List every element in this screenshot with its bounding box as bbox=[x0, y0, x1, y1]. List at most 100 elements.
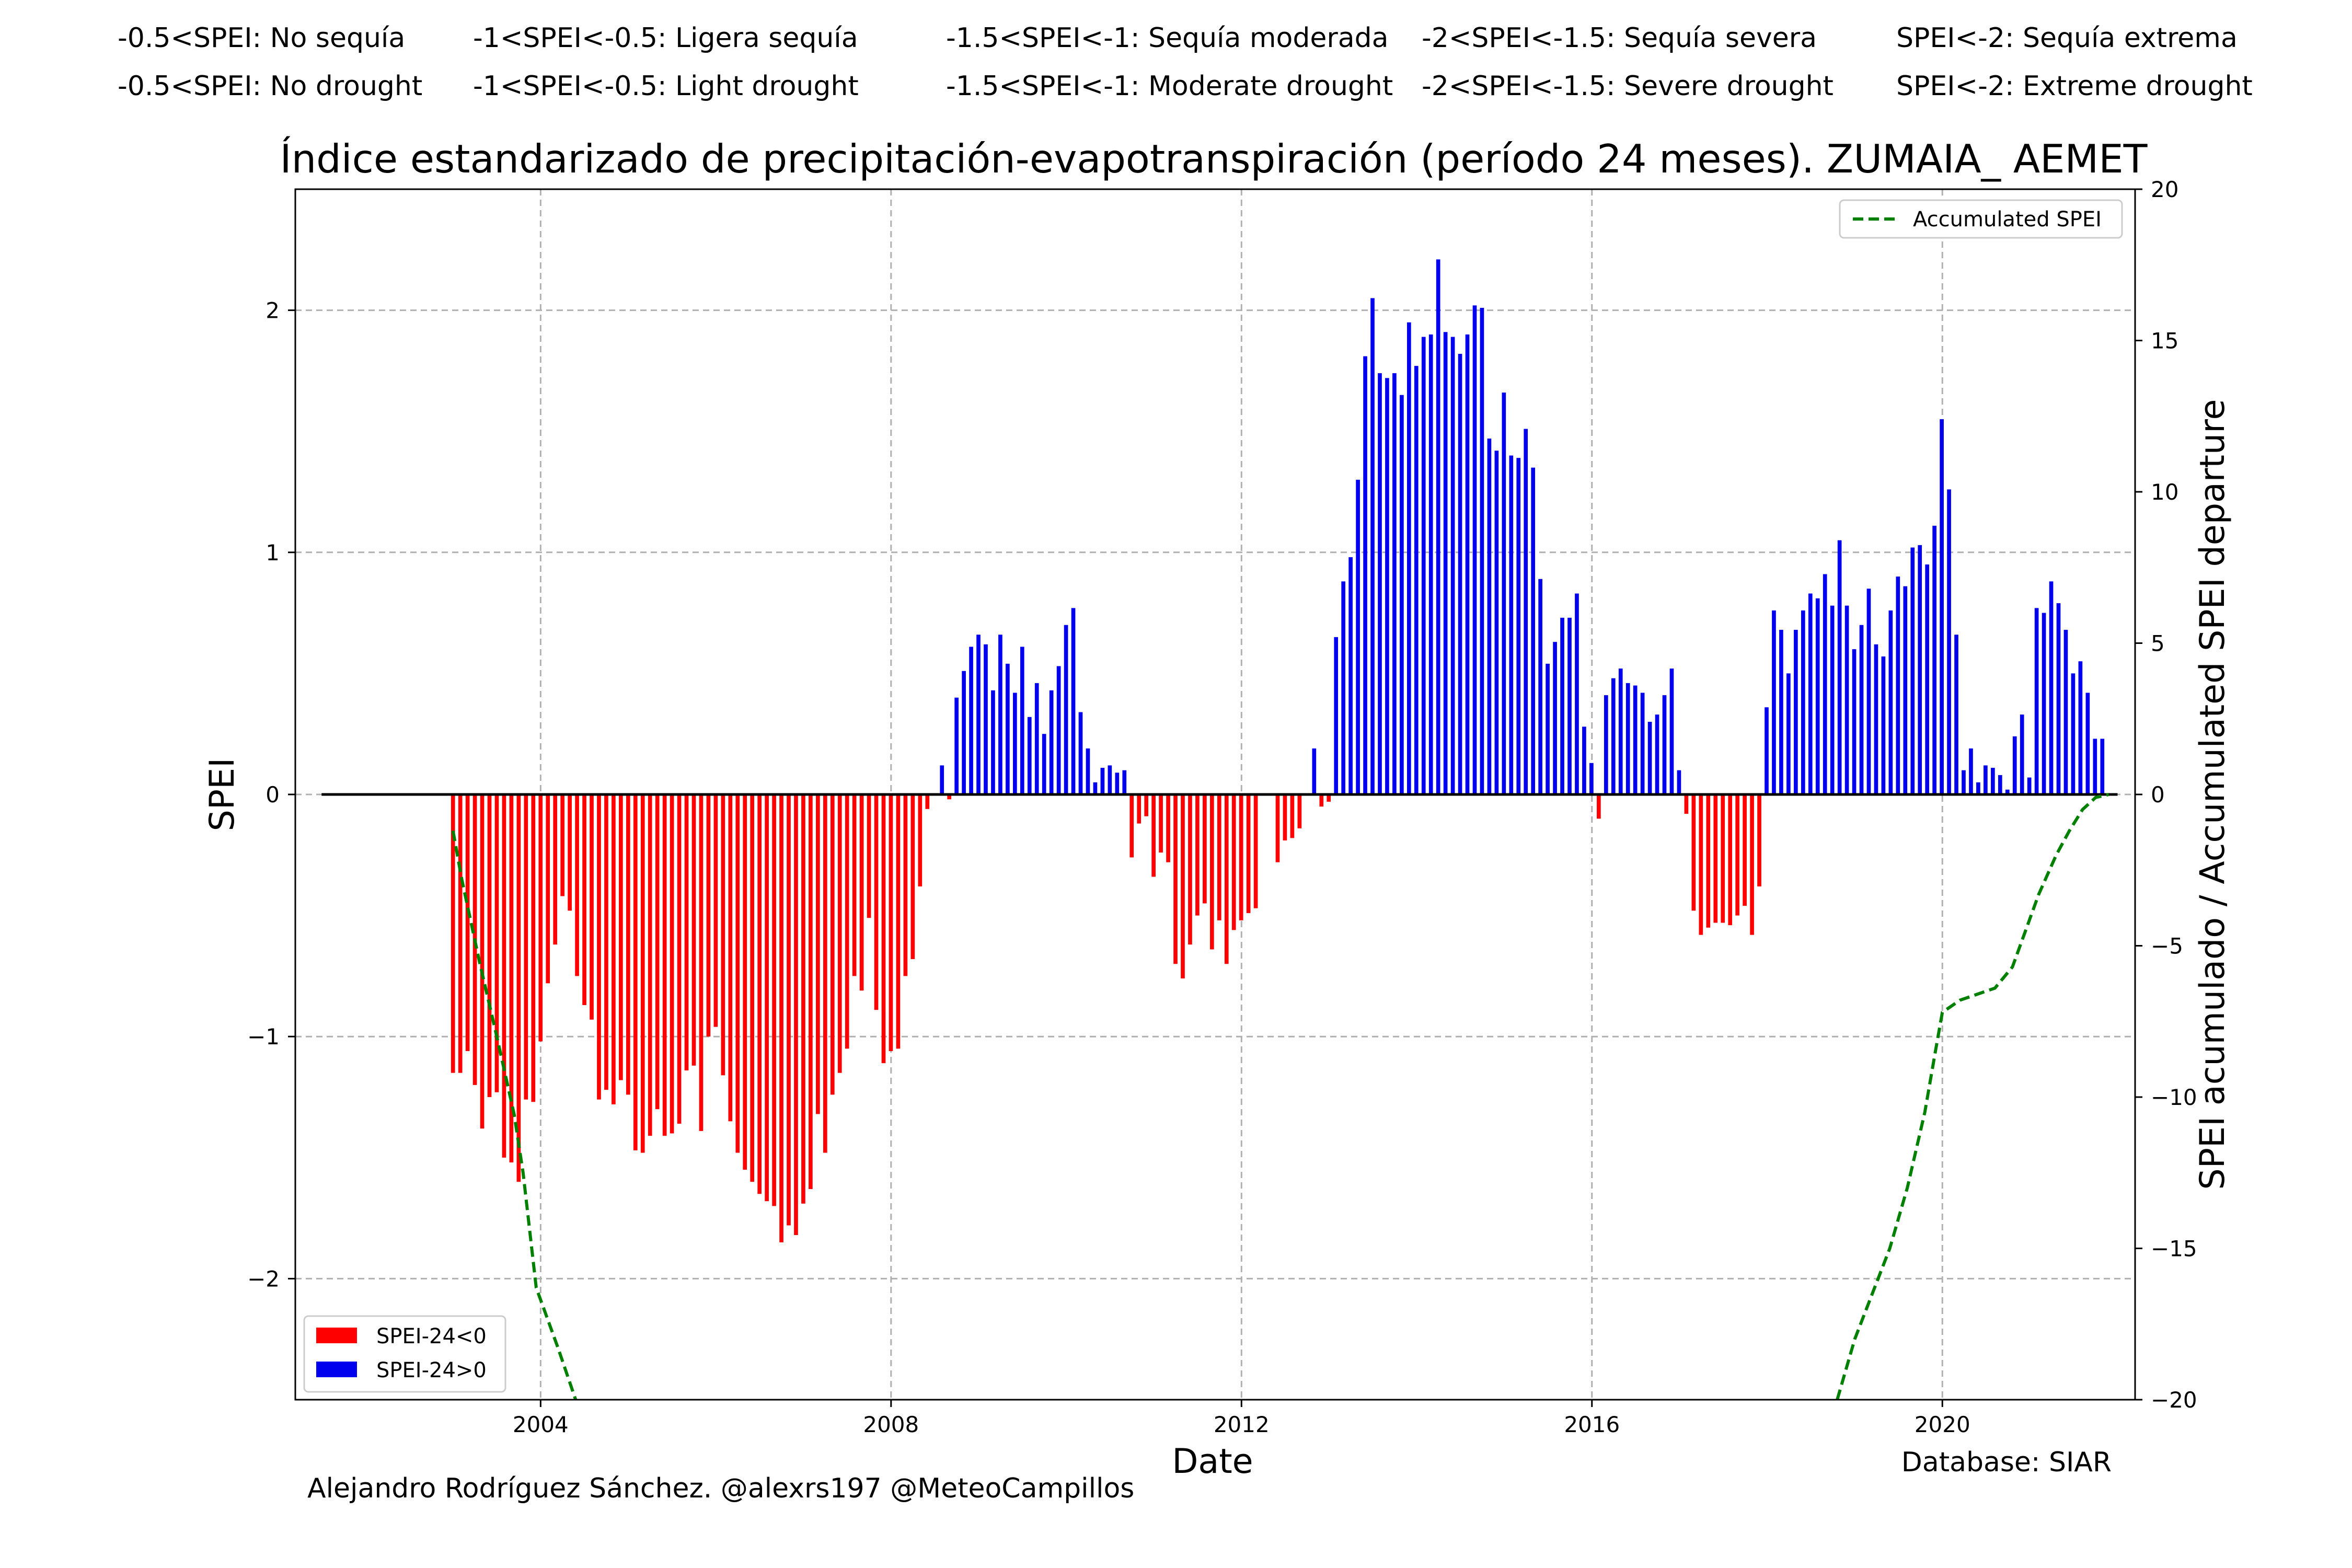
spei-bar bbox=[1509, 455, 1514, 794]
spei-bar bbox=[837, 794, 842, 1073]
spei-bar bbox=[1808, 593, 1813, 794]
spei-bar bbox=[2071, 673, 2076, 794]
y2-tick-label: 20 bbox=[2151, 177, 2178, 202]
spei-bar bbox=[1589, 763, 1594, 794]
spei-bar bbox=[794, 794, 798, 1236]
scale-en-4: SPEI<-2: Extreme drought bbox=[1896, 71, 2253, 102]
spei-bar bbox=[801, 794, 805, 1204]
spei-bar bbox=[706, 794, 711, 1037]
spei-bar bbox=[1297, 794, 1302, 828]
spei-bar bbox=[1203, 794, 1207, 904]
spei-bar bbox=[991, 690, 995, 794]
bars bbox=[451, 259, 2105, 1242]
spei-bar bbox=[451, 794, 455, 1073]
spei-bar bbox=[640, 794, 645, 1153]
scale-en-0: -0.5<SPEI: No drought bbox=[118, 71, 422, 102]
spei-bar bbox=[896, 794, 901, 1049]
spei-bar bbox=[984, 644, 988, 794]
spei-bar bbox=[1166, 794, 1170, 862]
x-axis: 2004 2008 2012 2016 2020 bbox=[513, 1400, 1970, 1437]
spei-bar bbox=[582, 794, 586, 1005]
spei-bar bbox=[1655, 714, 1659, 794]
spei-bar bbox=[1253, 794, 1258, 908]
spei-bar bbox=[809, 794, 813, 1190]
spei-bar bbox=[1414, 366, 1419, 794]
spei-bar bbox=[546, 794, 550, 984]
chart-title: Índice estandarizado de precipitación-ev… bbox=[280, 136, 2148, 182]
spei-bar bbox=[1677, 770, 1681, 794]
legend-positive-label: SPEI-24>0 bbox=[376, 1358, 487, 1382]
spei-bar bbox=[976, 635, 981, 794]
spei-bar bbox=[1246, 794, 1251, 913]
spei-bar bbox=[1699, 794, 1703, 935]
spei-bar bbox=[1231, 794, 1236, 930]
spei-bar bbox=[2078, 661, 2083, 794]
spei-bar bbox=[1006, 663, 1010, 794]
spei-bar bbox=[1896, 577, 1900, 794]
y-tick-label: −2 bbox=[247, 1266, 280, 1292]
spei-bar bbox=[509, 794, 514, 1163]
spei-bar bbox=[1691, 794, 1696, 911]
spei-bar bbox=[560, 794, 564, 896]
spei-bar bbox=[670, 794, 674, 1134]
spei-bar bbox=[1713, 794, 1718, 923]
spei-bar bbox=[1837, 540, 1842, 794]
spei-bar bbox=[1969, 748, 1973, 794]
spei-bar bbox=[1012, 693, 1017, 794]
spei-bar bbox=[480, 794, 485, 1129]
y-axis-left: −2 −1 0 1 2 bbox=[247, 298, 295, 1292]
spei-bar bbox=[1874, 644, 1878, 794]
spei-bar bbox=[2020, 714, 2024, 794]
spei-bar bbox=[1144, 794, 1149, 816]
spei-bar bbox=[612, 794, 616, 1104]
scale-es-3: -2<SPEI<-1.5: Sequía severa bbox=[1422, 22, 1817, 54]
spei-bar bbox=[662, 794, 667, 1136]
spei-bar bbox=[1428, 334, 1433, 794]
spei-bar bbox=[699, 794, 704, 1131]
spei-bar bbox=[538, 794, 543, 1042]
spei-bar bbox=[1239, 794, 1243, 920]
x-tick-label: 2012 bbox=[1214, 1412, 1270, 1437]
accumulated-segment-0 bbox=[451, 830, 578, 1400]
spei-bar bbox=[1181, 794, 1185, 979]
spei-bar bbox=[1348, 557, 1353, 794]
spei-bar bbox=[1209, 794, 1214, 950]
spei-bar bbox=[1056, 666, 1061, 794]
spei-bar bbox=[947, 794, 952, 800]
spei-bar bbox=[1159, 794, 1163, 853]
spei-bar bbox=[1385, 378, 1389, 794]
spei-bar bbox=[1064, 625, 1068, 794]
spei-bar bbox=[1472, 305, 1477, 794]
spei-bar bbox=[1363, 356, 1367, 794]
x-tick-label: 2020 bbox=[1915, 1412, 1970, 1437]
spei-bar bbox=[962, 671, 966, 794]
spei-bar bbox=[1750, 794, 1754, 935]
spei-bar bbox=[1984, 765, 1988, 794]
spei-bar bbox=[1735, 794, 1739, 916]
spei-bar bbox=[816, 794, 820, 1114]
spei-bar bbox=[1502, 393, 1506, 794]
spei-bar bbox=[1575, 593, 1579, 794]
x-tick-label: 2008 bbox=[863, 1412, 919, 1437]
spei-bar bbox=[1100, 768, 1105, 794]
spei-bar bbox=[969, 647, 973, 794]
accumulated-segment-1 bbox=[1836, 793, 2109, 1400]
spei-bar bbox=[765, 794, 769, 1202]
spei-bar bbox=[590, 794, 594, 1020]
y-axis-right: −20 −15 −10 −5 0 5 10 15 20 bbox=[2135, 177, 2197, 1413]
footer-database: Database: SIAR bbox=[1901, 1447, 2112, 1478]
spei-bar bbox=[1450, 337, 1455, 794]
spei-bar bbox=[1392, 373, 1397, 794]
spei-bar bbox=[1669, 668, 1674, 794]
spei-bar bbox=[1020, 647, 1024, 794]
spei-bar bbox=[1129, 794, 1134, 858]
y2-tick-label: 10 bbox=[2151, 479, 2178, 505]
spei-bar bbox=[575, 794, 579, 976]
spei-bar bbox=[1618, 668, 1623, 794]
spei-bar bbox=[1815, 598, 1820, 794]
spei-bar bbox=[1954, 635, 1958, 794]
spei-bar bbox=[1524, 429, 1528, 794]
spei-bar bbox=[1560, 617, 1564, 794]
spei-bar bbox=[626, 794, 630, 1095]
spei-bar bbox=[1115, 773, 1120, 794]
